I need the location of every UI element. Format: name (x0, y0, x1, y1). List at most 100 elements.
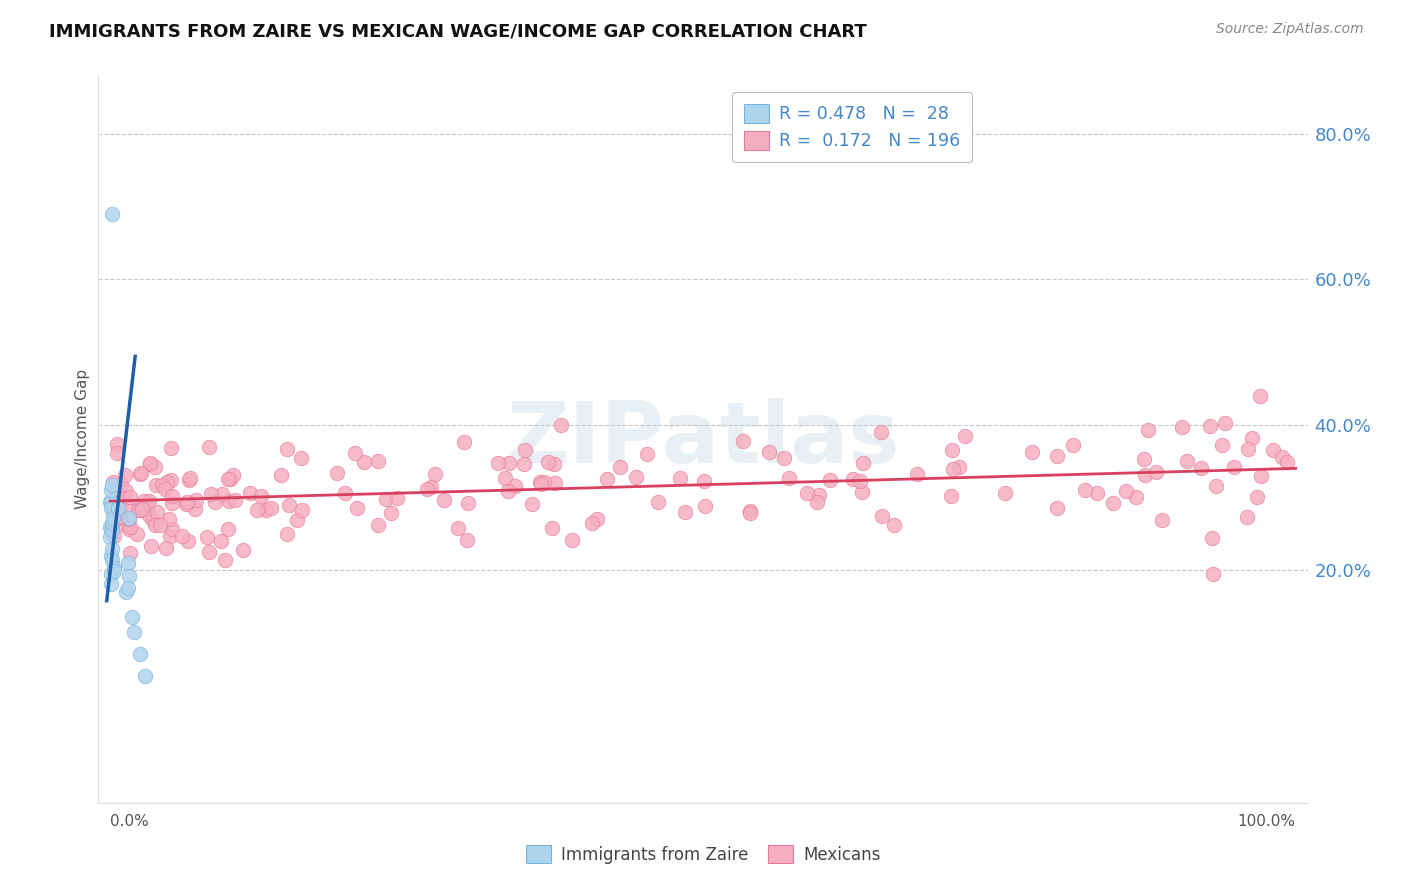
Point (1236, 510, 1258, 524)
Point (135, 497, 157, 511)
Point (852, 457, 875, 471)
Point (738, 504, 761, 518)
Point (217, 472, 239, 486)
Point (157, 512, 180, 526)
Point (380, 506, 402, 520)
Point (115, 500, 138, 515)
Point (1240, 431, 1263, 445)
Point (692, 474, 714, 488)
Point (1223, 460, 1246, 475)
Point (1236, 442, 1258, 456)
Point (172, 529, 194, 543)
Point (540, 521, 562, 535)
Point (1087, 486, 1109, 500)
Point (103, 505, 125, 519)
Point (494, 471, 516, 485)
Point (1133, 468, 1156, 483)
Point (200, 487, 222, 501)
Point (101, 207, 124, 221)
Point (117, 582, 139, 596)
Point (276, 442, 298, 456)
Point (367, 518, 389, 533)
Point (118, 520, 141, 534)
Point (103, 511, 125, 525)
Point (129, 647, 152, 661)
Point (155, 541, 177, 555)
Point (276, 527, 298, 541)
Point (179, 471, 201, 485)
Point (883, 517, 905, 532)
Point (214, 553, 236, 567)
Point (100, 520, 122, 534)
Point (1271, 450, 1294, 465)
Point (118, 490, 141, 504)
Point (118, 512, 141, 526)
Point (101, 516, 124, 530)
Point (1046, 501, 1069, 516)
Point (198, 440, 221, 454)
Point (941, 489, 963, 503)
Point (131, 467, 153, 481)
Point (869, 425, 891, 439)
Point (1115, 483, 1137, 498)
Point (117, 556, 139, 570)
Point (105, 446, 128, 460)
Point (609, 459, 631, 474)
Point (543, 458, 565, 472)
Point (259, 500, 281, 515)
Point (156, 475, 179, 489)
Point (141, 512, 163, 526)
Point (101, 504, 124, 518)
Point (636, 447, 658, 461)
Point (1250, 468, 1272, 483)
Point (277, 498, 299, 512)
Point (115, 585, 138, 599)
Point (953, 428, 976, 442)
Point (772, 450, 794, 465)
Point (942, 462, 965, 476)
Point (496, 484, 519, 499)
Point (778, 471, 800, 485)
Point (110, 477, 132, 491)
Point (420, 480, 443, 494)
Point (108, 516, 131, 531)
Point (505, 479, 527, 493)
Point (184, 493, 207, 508)
Point (118, 569, 141, 583)
Point (150, 477, 173, 491)
Point (249, 489, 271, 503)
Point (101, 478, 124, 492)
Point (160, 441, 183, 455)
Point (820, 473, 842, 487)
Point (232, 542, 254, 557)
Point (343, 446, 366, 460)
Point (125, 527, 148, 541)
Point (695, 499, 717, 513)
Point (1175, 454, 1198, 468)
Point (595, 472, 617, 486)
Point (107, 437, 129, 451)
Point (129, 503, 152, 517)
Point (100, 577, 122, 591)
Text: 100.0%: 100.0% (1237, 814, 1296, 829)
Point (108, 506, 131, 520)
Point (669, 471, 692, 485)
Point (851, 484, 873, 499)
Point (624, 469, 647, 483)
Point (143, 460, 166, 475)
Point (1132, 452, 1154, 467)
Point (673, 505, 696, 519)
Point (529, 475, 551, 490)
Point (114, 467, 136, 482)
Point (941, 442, 963, 457)
Point (160, 473, 183, 487)
Point (1074, 483, 1097, 498)
Point (101, 553, 124, 567)
Point (457, 496, 479, 510)
Point (139, 456, 162, 470)
Point (1125, 490, 1147, 504)
Point (136, 507, 159, 521)
Point (197, 530, 219, 544)
Point (423, 467, 446, 481)
Point (285, 513, 308, 527)
